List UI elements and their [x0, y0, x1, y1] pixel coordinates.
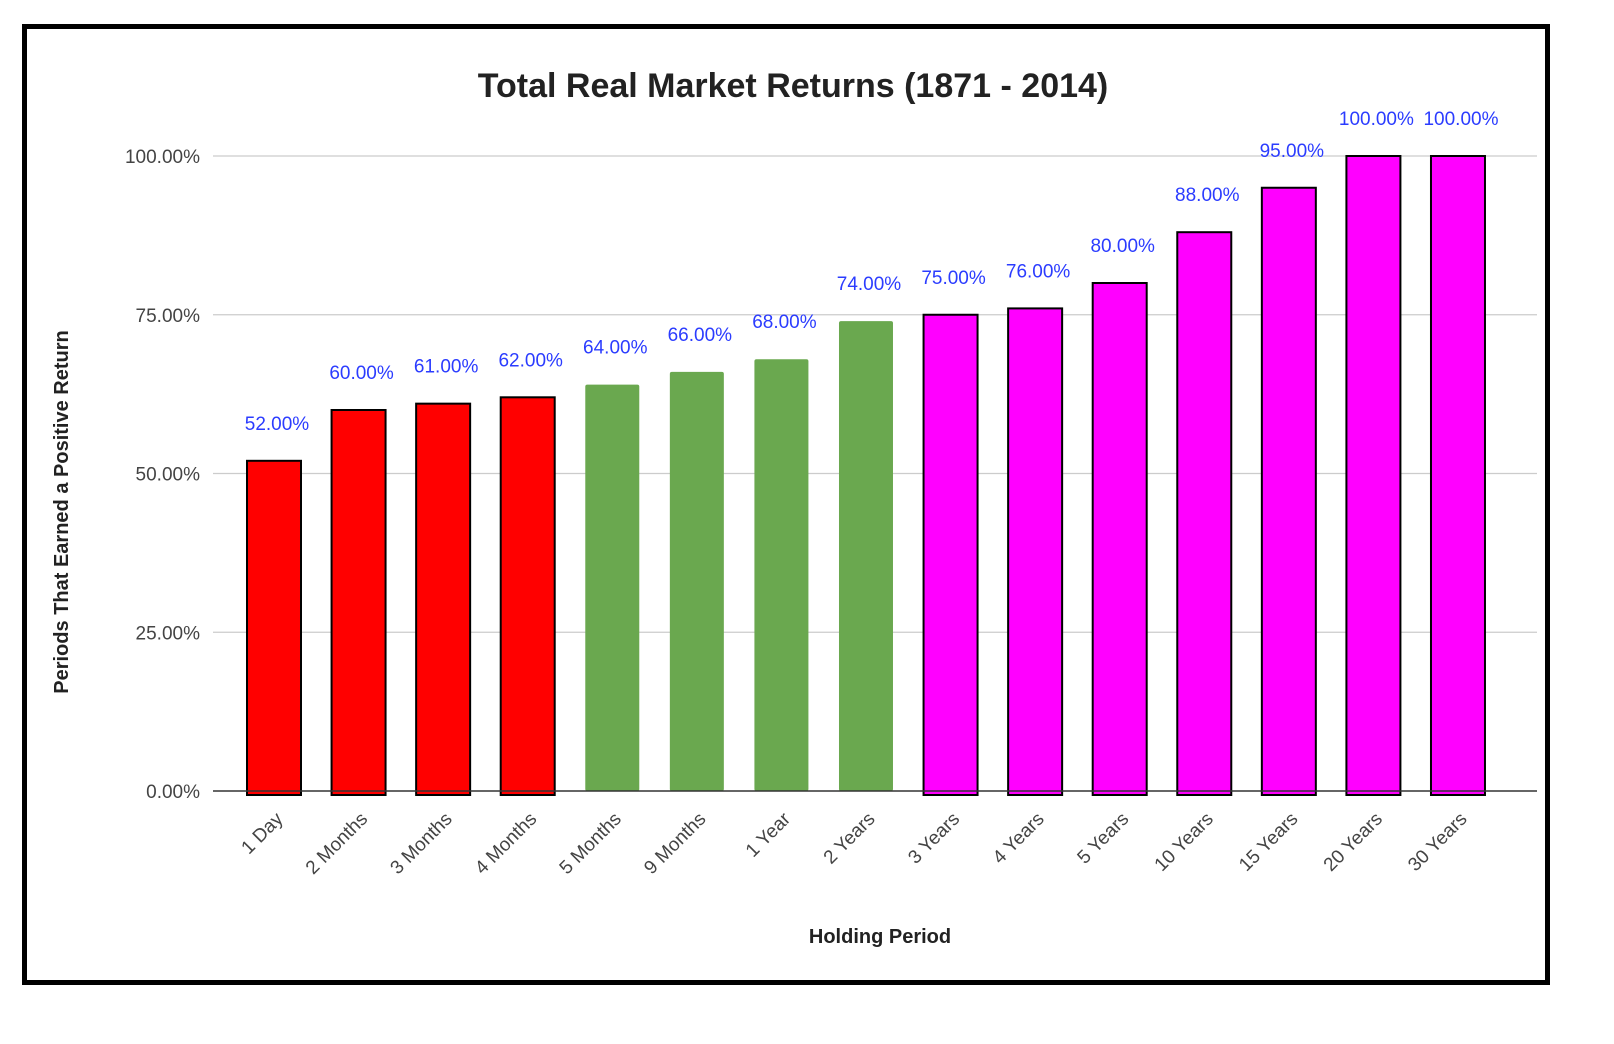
x-tick-label: 15 Years [1235, 809, 1302, 876]
data-label: 64.00% [583, 338, 648, 359]
x-tick-label: 10 Years [1151, 809, 1218, 876]
chart-title: Total Real Market Returns (1871 - 2014) [478, 67, 1109, 105]
bar [838, 321, 893, 791]
x-tick-label: 3 Years [904, 809, 964, 869]
data-label: 61.00% [414, 357, 479, 378]
y-tick-label: 25.00% [136, 623, 201, 644]
bar [585, 384, 640, 791]
bar [1091, 282, 1148, 796]
x-tick-label: 5 Months [556, 809, 626, 879]
x-tick-label: 1 Year [742, 808, 795, 861]
data-label: 66.00% [668, 325, 733, 346]
bars [246, 155, 1486, 796]
x-tick-label: 4 Years [989, 809, 1049, 869]
bar [415, 402, 472, 796]
data-label: 76.00% [1006, 261, 1071, 282]
x-axis-ticks: 1 Day 2 Months 3 Months 4 Months 5 Months 9 M… [238, 808, 1472, 879]
data-label: 68.00% [752, 312, 817, 333]
data-label: 100.00% [1423, 109, 1498, 130]
bar [1260, 186, 1317, 796]
bar [754, 359, 809, 791]
bar [1429, 155, 1486, 796]
bar [1345, 155, 1402, 796]
y-axis-ticks: 0.00% 25.00% 50.00% 75.00% 100.00% [125, 147, 200, 803]
bar [246, 459, 302, 796]
y-tick-label: 75.00% [136, 306, 201, 327]
data-label: 88.00% [1175, 185, 1240, 206]
bar [499, 396, 556, 796]
data-label: 62.00% [498, 350, 563, 371]
data-label: 60.00% [329, 363, 394, 384]
data-label: 80.00% [1090, 236, 1155, 257]
bar [922, 313, 979, 796]
x-tick-label: 9 Months [640, 809, 710, 879]
x-tick-label: 5 Years [1074, 809, 1134, 869]
x-tick-label: 20 Years [1320, 809, 1387, 876]
y-tick-label: 50.00% [136, 465, 201, 486]
data-label: 75.00% [921, 268, 986, 289]
data-label: 95.00% [1260, 141, 1325, 162]
bar [1176, 231, 1233, 796]
x-tick-label: 2 Months [302, 809, 372, 879]
x-tick-label: 2 Years [820, 809, 880, 869]
bar [330, 409, 387, 796]
x-tick-label: 30 Years [1404, 809, 1471, 876]
y-tick-label: 100.00% [125, 147, 200, 168]
data-labels: 52.00% 60.00% 61.00% 62.00% 64.00% 66.00% 68.0… [245, 109, 1499, 435]
bar [1007, 307, 1064, 796]
data-label: 52.00% [245, 414, 310, 435]
data-label: 100.00% [1339, 109, 1414, 130]
data-label: 74.00% [837, 274, 902, 295]
x-tick-label: 3 Months [387, 809, 457, 879]
x-axis-title: Holding Period [809, 926, 951, 948]
x-tick-label: 1 Day [238, 808, 288, 858]
y-axis-title: Periods That Earned a Positive Return [51, 330, 73, 693]
bar [669, 371, 724, 791]
y-tick-label: 0.00% [146, 782, 200, 803]
x-tick-label: 4 Months [471, 809, 541, 879]
